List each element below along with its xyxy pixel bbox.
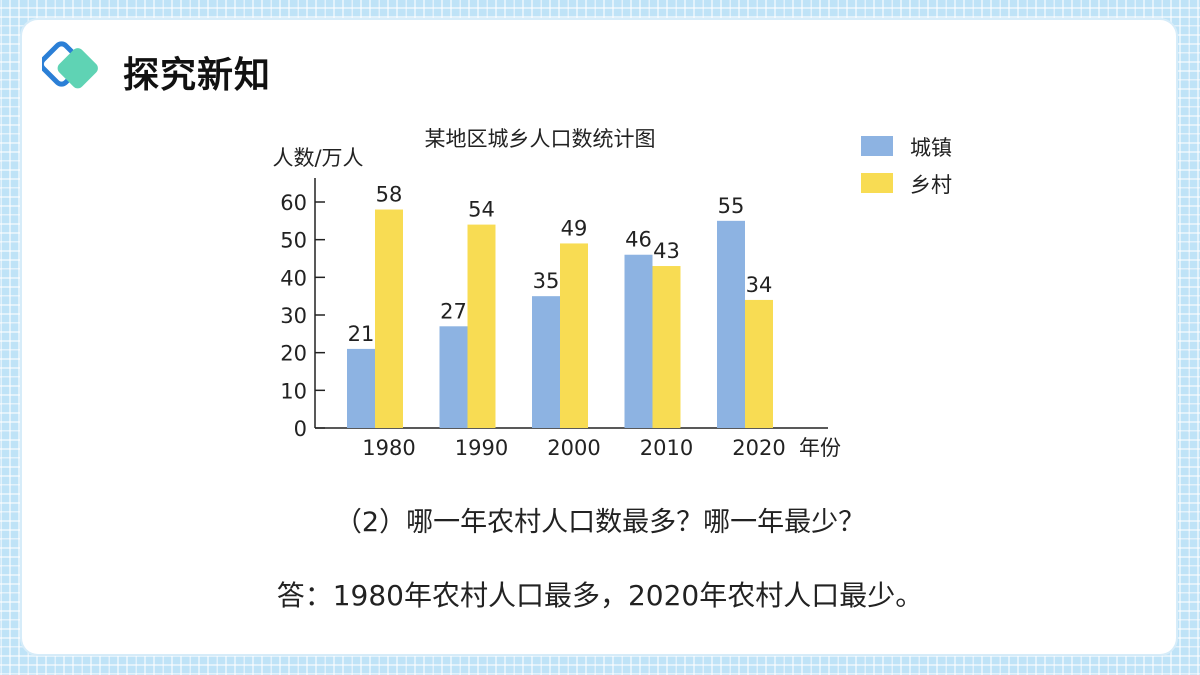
page-title: 探究新知 [123, 55, 272, 96]
bar-urban [347, 348, 375, 428]
bar-urban [532, 296, 560, 428]
data-label: 34 [746, 273, 773, 297]
bar-rural [467, 224, 496, 428]
x-tick-label: 2010 [640, 436, 693, 460]
bar-rural [745, 299, 773, 428]
y-tick-label: 20 [280, 342, 307, 366]
double-diamond-logo-icon [42, 41, 98, 89]
x-axis-label: 年份 [799, 436, 841, 460]
question-text: （2）哪一年农村人口数最多？哪一年最少？ [334, 507, 866, 538]
population-bar-chart: 某地区城乡人口数统计图 人数/万人 年份 0 10 20 30 40 50 60 1980 21… [272, 127, 952, 460]
y-tick-label: 30 [280, 304, 307, 328]
y-axis-label: 人数/万人 [272, 146, 363, 170]
legend-swatch [861, 173, 893, 193]
chart-title: 某地区城乡人口数统计图 [425, 127, 656, 151]
bar-rural [375, 209, 403, 428]
x-tick-label: 2000 [547, 436, 600, 460]
data-label: 35 [533, 269, 560, 293]
bar-rural [652, 266, 681, 428]
data-label: 54 [468, 198, 495, 222]
x-tick-label: 1980 [362, 436, 415, 460]
answer-text: 答：1980年农村人口最多，2020年农村人口最少。 [276, 579, 924, 612]
y-tick-label: 50 [280, 229, 307, 253]
content-card [22, 20, 1176, 654]
data-label: 49 [561, 216, 588, 240]
legend-swatch [861, 136, 893, 156]
x-tick-label: 2020 [732, 436, 785, 460]
data-label: 58 [376, 183, 403, 207]
data-label: 46 [625, 228, 652, 252]
legend-label: 城镇 [910, 136, 952, 160]
y-tick-label: 0 [294, 417, 307, 441]
y-tick-label: 60 [280, 191, 307, 215]
x-tick-label: 1990 [455, 436, 508, 460]
data-label: 55 [718, 194, 745, 218]
y-tick-label: 40 [280, 266, 307, 290]
bar-urban [717, 220, 745, 428]
bar-urban [624, 254, 653, 428]
data-label: 43 [653, 239, 680, 263]
y-tick-label: 10 [280, 379, 307, 403]
data-label: 21 [348, 322, 375, 346]
bar-rural [560, 243, 588, 428]
bar-urban [439, 326, 468, 428]
legend-label: 乡村 [910, 173, 952, 197]
data-label: 27 [440, 299, 467, 323]
